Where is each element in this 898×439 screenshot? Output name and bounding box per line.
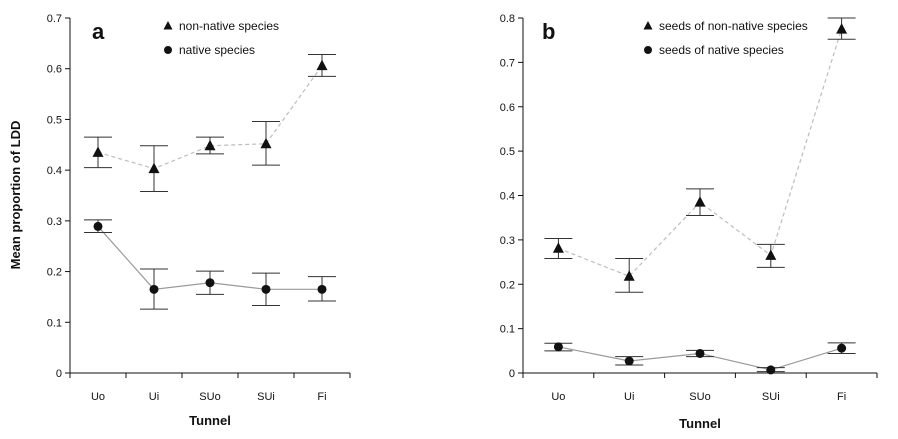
legend-label: seeds of native species [659, 43, 784, 57]
legend-marker-triangle [163, 21, 173, 30]
data-point-circle [149, 284, 159, 294]
data-point-triangle [92, 146, 104, 157]
data-point-circle [553, 342, 563, 352]
y-tick-label: 0.1 [47, 317, 62, 329]
x-tick-label: SUi [762, 391, 780, 403]
data-point-circle [624, 356, 634, 366]
legend-marker-circle [164, 46, 172, 54]
chart-panel-b: 0 0.1 0.2 0.3 0.4 0.5 0.6 0.7 0.8 Uo Ui SUo SUi Fi Tun… [500, 13, 878, 431]
series-line [97, 65, 323, 170]
data-point-circle [766, 365, 776, 375]
data-point-circle [261, 284, 271, 294]
y-tick-label: 0.6 [500, 102, 515, 114]
y-tick-label: 0.7 [500, 57, 515, 69]
legend-label: non-native species [179, 19, 279, 33]
x-tick-label: Fi [317, 391, 326, 403]
y-tick-label: 0.2 [47, 267, 62, 279]
data-point-triangle [148, 162, 160, 174]
y-tick-label: 0.6 [47, 64, 62, 76]
y-axis-title: Mean proportion of LDD [8, 121, 23, 270]
x-axis-title: Tunnel [189, 413, 231, 428]
data-point-triangle [552, 242, 564, 253]
y-tick-label: 0.4 [500, 191, 515, 203]
data-point-triangle [316, 59, 328, 71]
x-tick-label: Ui [624, 391, 634, 403]
legend-label: native species [179, 43, 255, 57]
y-tick-label: 0 [56, 368, 62, 380]
x-tick-label: Ui [149, 391, 159, 403]
x-axis-title: Tunnel [679, 416, 721, 431]
series-triangles [544, 17, 856, 293]
y-tick-label: 0.4 [47, 165, 62, 177]
y-tick-label: 0.1 [500, 324, 515, 336]
legend-marker-triangle [643, 21, 653, 30]
series-triangles [84, 54, 336, 192]
data-point-triangle [260, 137, 272, 149]
legend-marker-circle [644, 46, 652, 54]
x-tick-label: SUo [199, 391, 220, 403]
x-tick-label: SUi [257, 391, 275, 403]
y-tick-label: 0.8 [500, 13, 515, 25]
y-tick-label: 0 [509, 368, 515, 380]
series-circles [544, 342, 856, 375]
data-point-circle [695, 348, 705, 358]
panel-letter: b [542, 19, 555, 44]
data-point-triangle [836, 23, 848, 34]
data-point-triangle [204, 139, 216, 151]
data-point-circle [93, 221, 103, 231]
x-tick-label: Fi [837, 391, 846, 403]
y-tick-label: 0.2 [500, 279, 515, 291]
y-tick-label: 0.5 [500, 146, 515, 158]
data-point-circle [205, 278, 215, 288]
series-line [558, 28, 843, 277]
data-point-triangle [694, 196, 706, 207]
series-circles [84, 219, 336, 310]
y-tick-label: 0.5 [47, 114, 62, 126]
data-point-circle [837, 343, 847, 353]
y-tick-label: 0.3 [500, 235, 515, 247]
x-tick-label: Uo [551, 391, 565, 403]
panel-letter: a [92, 19, 105, 44]
data-point-triangle [623, 270, 635, 281]
legend-label: seeds of non-native species [659, 19, 808, 33]
x-tick-label: Uo [91, 391, 105, 403]
data-point-triangle [765, 249, 777, 260]
chart-panel-a: 0 0.1 0.2 0.3 0.4 0.5 0.6 0.7 Uo Ui SUo SUi Fi Tunnel… [8, 13, 351, 428]
y-tick-label: 0.3 [47, 216, 62, 228]
data-point-circle [317, 284, 327, 294]
x-tick-label: SUo [689, 391, 710, 403]
y-tick-label: 0.7 [47, 13, 62, 25]
